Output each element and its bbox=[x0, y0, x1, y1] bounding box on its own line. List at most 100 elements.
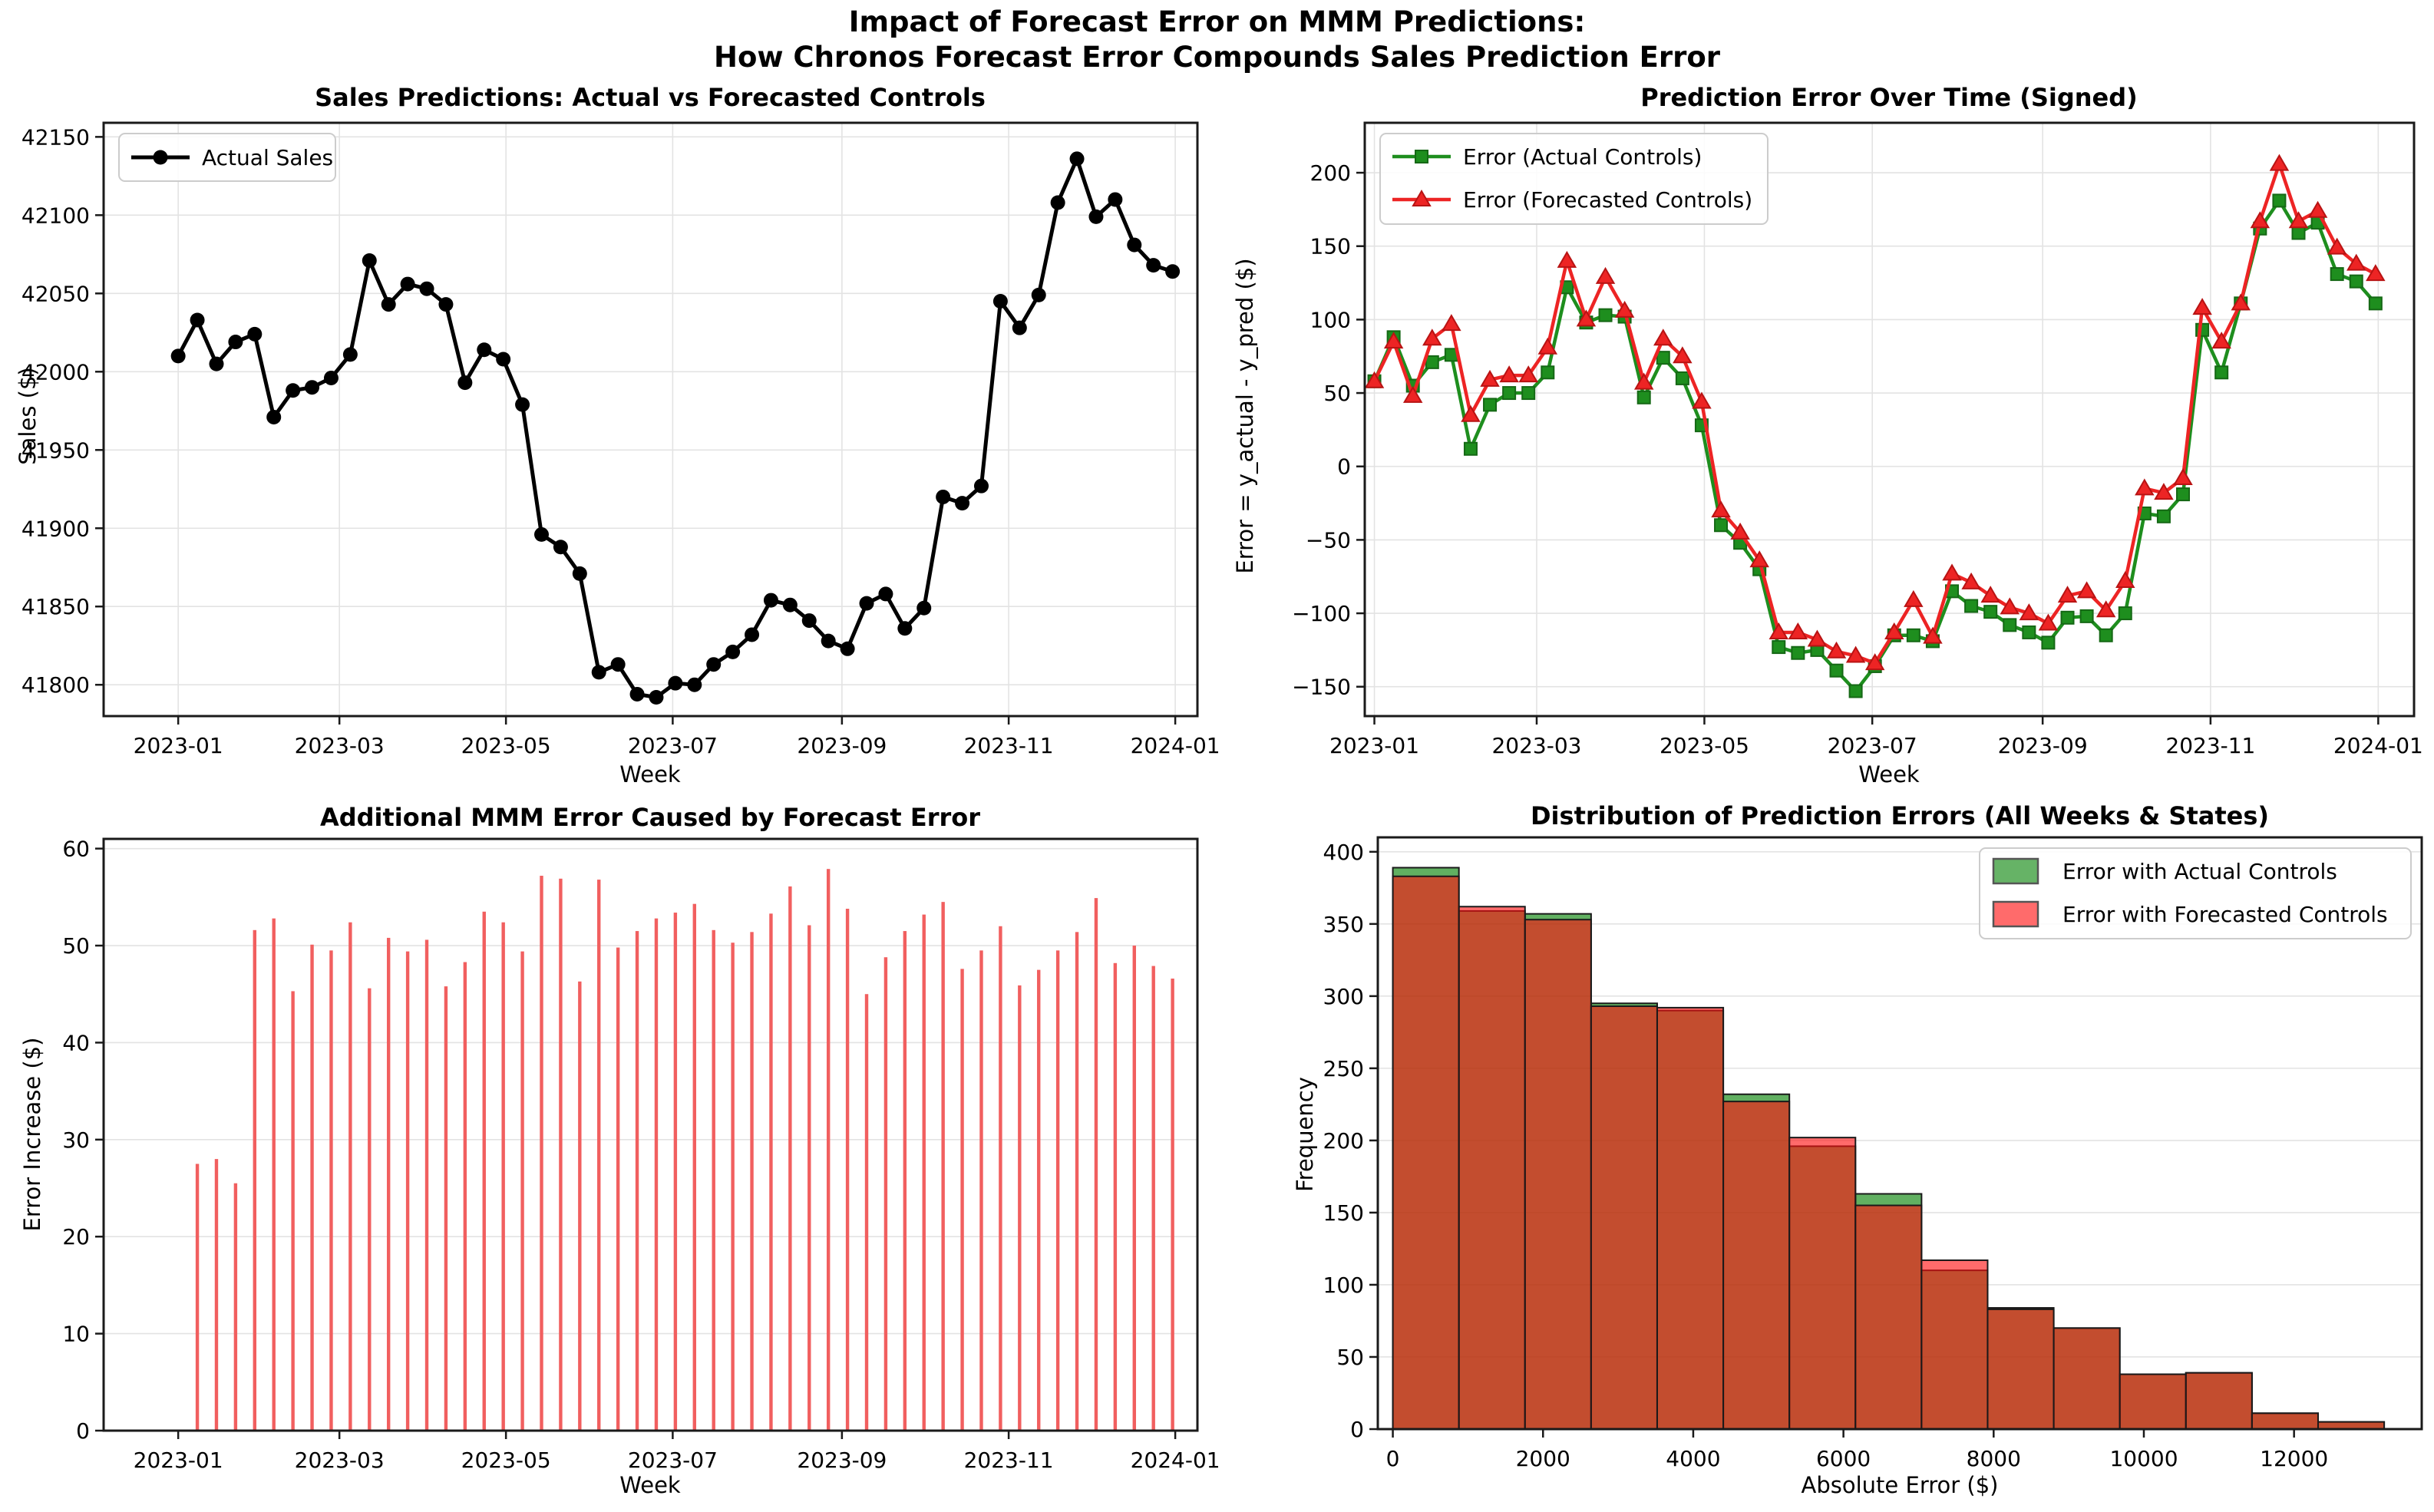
hist-forecasted-controls bbox=[1392, 875, 2386, 1431]
error-increase-bar bbox=[979, 950, 983, 1431]
title-dist-plot: Distribution of Prediction Errors (All W… bbox=[1530, 801, 2270, 830]
hist-bar bbox=[1458, 906, 1526, 1430]
legend-label: Error with Actual Controls bbox=[2062, 859, 2337, 884]
error-increase-bar bbox=[597, 880, 601, 1431]
y-tick-label: 41950 bbox=[21, 437, 90, 463]
x-tick-label: 2023-01 bbox=[134, 1448, 223, 1473]
y-tick-label: −50 bbox=[1306, 527, 1351, 553]
y-tick-label: 0 bbox=[1350, 1417, 1364, 1442]
error-increase-bar bbox=[864, 994, 869, 1431]
x-tick-label: 2023-03 bbox=[295, 733, 385, 758]
x-tick-label: 2023-05 bbox=[1660, 733, 1749, 758]
error-increase-bar bbox=[1094, 898, 1098, 1431]
x-tick-label: 2023-07 bbox=[628, 1448, 718, 1473]
figure-title: Impact of Forecast Error on MMM Predicti… bbox=[0, 5, 2434, 76]
x-tick-label: 0 bbox=[1386, 1446, 1400, 1471]
error-increase-bar bbox=[424, 939, 429, 1431]
error-increase-bar bbox=[482, 911, 486, 1431]
error-increase-bar bbox=[788, 886, 792, 1431]
y-tick-label: 50 bbox=[1323, 381, 1351, 406]
error-increase-bar bbox=[405, 951, 410, 1431]
x-tick-label: 2023-01 bbox=[134, 733, 223, 758]
y-tick-label: −150 bbox=[1292, 675, 1351, 700]
hist-bar bbox=[1854, 1204, 1923, 1431]
hist-bar bbox=[2185, 1372, 2253, 1431]
error-increase-bar bbox=[329, 950, 333, 1431]
error-increase-bar bbox=[368, 988, 372, 1431]
error-increase-bar bbox=[1151, 966, 1155, 1431]
x-tick-label: 2023-05 bbox=[461, 733, 551, 758]
x-tick-label: 2023-09 bbox=[1998, 733, 2088, 758]
error-increase-bar bbox=[195, 1164, 200, 1431]
error-increase-bar bbox=[291, 991, 295, 1431]
xlabel-sales: Week bbox=[619, 761, 681, 787]
error-increase-bar bbox=[253, 929, 257, 1431]
hist-bar bbox=[1987, 1308, 2055, 1431]
error-increase-bar bbox=[1113, 962, 1118, 1431]
y-tick-label: 400 bbox=[1323, 840, 1364, 865]
error-increase-bar bbox=[1037, 969, 1041, 1431]
xlabel-error-time: Week bbox=[1858, 761, 1920, 787]
x-tick-label: 2024-01 bbox=[1131, 733, 1220, 758]
error-increase-bar bbox=[750, 932, 754, 1431]
hist-bar bbox=[1590, 1005, 1658, 1430]
error-increase-bar bbox=[272, 918, 276, 1431]
error-increase-bar bbox=[807, 925, 811, 1431]
y-tick-label: 0 bbox=[1337, 454, 1351, 480]
hist-bar bbox=[2053, 1327, 2121, 1430]
dist-legend: Error with Actual Controls Error with For… bbox=[1979, 847, 2412, 939]
series-markers bbox=[1367, 193, 2383, 698]
error-increase-bar bbox=[883, 957, 888, 1431]
y-tick-label: 150 bbox=[1323, 1200, 1364, 1226]
y-tick-label: 41900 bbox=[21, 516, 90, 541]
y-tick-label: 10 bbox=[62, 1322, 90, 1347]
error-increase-bar bbox=[214, 1159, 219, 1431]
error-increase-bar bbox=[845, 909, 850, 1431]
y-tick-label: 60 bbox=[62, 837, 90, 862]
x-tick-label: 2000 bbox=[1516, 1446, 1570, 1471]
error-increase-bar bbox=[310, 944, 314, 1431]
error-increase-bar bbox=[635, 931, 639, 1431]
error-increase-bar bbox=[692, 903, 696, 1431]
error-increase-bar bbox=[673, 913, 678, 1431]
y-tick-label: 50 bbox=[62, 933, 90, 959]
title-add-error-plot: Additional MMM Error Caused by Forecast … bbox=[319, 803, 981, 832]
y-tick-label: 250 bbox=[1323, 1056, 1364, 1081]
error-increase-bar bbox=[1075, 932, 1079, 1431]
y-tick-label: 100 bbox=[1323, 1273, 1364, 1298]
figure-title-line2: How Chronos Forecast Error Compounds Sal… bbox=[713, 41, 1721, 74]
y-tick-label: 41850 bbox=[21, 594, 90, 619]
y-tick-label: 42050 bbox=[21, 281, 90, 306]
hist-bar bbox=[1788, 1137, 1857, 1431]
error-increase-bar bbox=[540, 876, 543, 1431]
x-tick-label: 12000 bbox=[2260, 1446, 2328, 1471]
sales-plot: 41800 41850 41900 41950 42000 42050 42100 42150… bbox=[21, 121, 1220, 758]
x-tick-label: 2023-03 bbox=[295, 1448, 385, 1473]
y-tick-label: 0 bbox=[76, 1418, 90, 1444]
y-tick-label: 200 bbox=[1310, 160, 1351, 186]
error-increase-bar bbox=[520, 951, 524, 1431]
error-increase-bar bbox=[348, 922, 352, 1431]
x-tick-label: 2023-09 bbox=[797, 733, 887, 758]
y-tick-label: 20 bbox=[62, 1224, 90, 1250]
y-tick-label: 300 bbox=[1323, 984, 1364, 1009]
series-line bbox=[1372, 162, 2378, 665]
y-tick-label: 100 bbox=[1310, 307, 1351, 332]
hist-bar bbox=[1722, 1101, 1791, 1430]
error-increase-bar bbox=[616, 947, 620, 1431]
error-increase-bar bbox=[1171, 979, 1174, 1431]
sales-legend: Actual Sales bbox=[118, 133, 336, 182]
error-increase-bar bbox=[1018, 985, 1022, 1431]
series-line bbox=[176, 157, 1175, 700]
hist-bar bbox=[2251, 1412, 2319, 1430]
y-tick-label: 42100 bbox=[21, 203, 90, 228]
error-increase-bar bbox=[903, 931, 907, 1431]
error_time-legend: Error (Actual Controls) Error (Forecasted… bbox=[1379, 133, 1769, 225]
add_error-plot: 0 10 20 30 40 50 60 2023-01 2023-03 2023-05 2023-0… bbox=[62, 837, 1220, 1473]
error-increase-bar bbox=[444, 986, 448, 1431]
error_time-plot: −150 −100 −50 0 50 100 150 200 2023-01 2023-03 202… bbox=[1292, 121, 2423, 758]
x-tick-label: 2023-05 bbox=[461, 1448, 551, 1473]
